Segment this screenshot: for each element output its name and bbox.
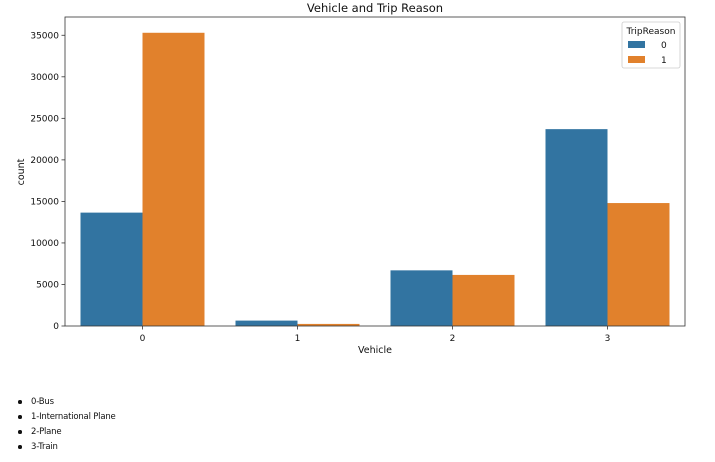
y-tick-label: 20000 <box>30 156 59 166</box>
vehicle-trip-reason-chart: Vehicle and Trip Reason 0 5000 10000 15000 2… <box>16 1 686 356</box>
y-tick-label: 25000 <box>30 115 59 125</box>
legend-items: 01 <box>628 41 667 66</box>
x-tick-label: 0 <box>140 334 146 344</box>
legend-label-0: 0 <box>661 41 667 51</box>
y-tick-label: 30000 <box>30 73 59 83</box>
x-axis-label: Vehicle <box>358 345 392 356</box>
legend-swatch-1 <box>628 56 645 63</box>
bar-series-0-category-2 <box>390 270 453 326</box>
list-item: 2-Plane <box>18 426 116 441</box>
x-axis: 0 1 2 3 <box>140 326 611 344</box>
x-tick-label: 3 <box>605 334 611 344</box>
bar-series-1-category-1 <box>297 323 360 326</box>
bars-layer <box>80 32 670 326</box>
y-tick-label: 15000 <box>30 198 59 208</box>
y-tick-label: 5000 <box>36 281 59 291</box>
legend-title: TripReason <box>626 27 676 37</box>
bar-series-0-category-1 <box>235 320 298 326</box>
x-tick-label: 2 <box>450 334 456 344</box>
bar-series-1-category-2 <box>452 274 515 326</box>
bar-series-1-category-0 <box>142 32 205 326</box>
list-item: 3-Train <box>18 441 116 456</box>
plot-frame <box>64 16 686 327</box>
y-tick-label: 0 <box>53 322 59 332</box>
y-tick-label: 10000 <box>30 239 59 249</box>
y-axis: 0 5000 10000 15000 20000 25000 30000 35000 <box>30 31 65 332</box>
y-axis-label: count <box>16 158 27 185</box>
chart-title: Vehicle and Trip Reason <box>307 1 443 15</box>
vehicle-code-list: 0-Bus 1-International Plane 2-Plane 3-Tr… <box>18 396 116 456</box>
legend-label-1: 1 <box>661 56 667 66</box>
y-tick-label: 35000 <box>30 31 59 41</box>
list-item: 1-International Plane <box>18 411 116 426</box>
bar-series-0-category-3 <box>545 129 608 326</box>
legend: TripReason 01 <box>621 21 681 69</box>
list-item: 0-Bus <box>18 396 116 411</box>
bar-series-0-category-0 <box>80 212 143 326</box>
bar-series-1-category-3 <box>607 203 670 326</box>
legend-swatch-0 <box>628 41 645 48</box>
x-tick-label: 1 <box>295 334 301 344</box>
